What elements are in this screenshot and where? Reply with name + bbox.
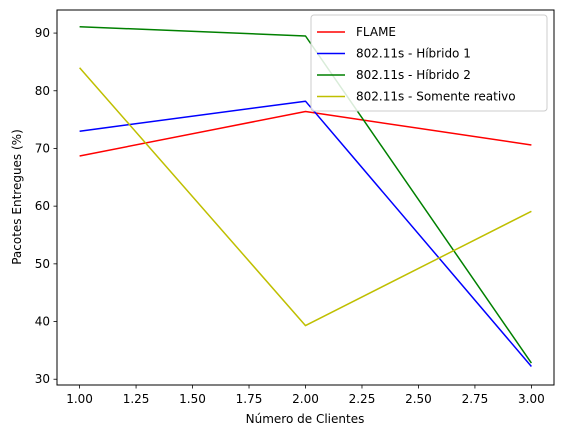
legend-label: 802.11s - Híbrido 1 xyxy=(356,47,471,61)
x-tick-label: 1.25 xyxy=(123,392,150,406)
series-line-1 xyxy=(79,110,532,157)
legend-label: 802.11s - Híbrido 2 xyxy=(356,68,471,82)
y-tick-label: 30 xyxy=(35,372,50,386)
series-line-2 xyxy=(79,100,532,367)
series-line-4 xyxy=(79,67,532,327)
x-tick-label: 1.00 xyxy=(66,392,93,406)
y-tick-label: 80 xyxy=(35,84,50,98)
x-tick-label: 1.50 xyxy=(179,392,206,406)
x-tick-label: 2.75 xyxy=(462,392,489,406)
legend: FLAME 802.11s - Híbrido 1 802.11s - Híbrid… xyxy=(310,14,548,112)
x-tick-label: 2.50 xyxy=(405,392,432,406)
x-tick-label: 2.00 xyxy=(292,392,319,406)
x-axis: 1.00 1.25 1.50 1.75 2.00 2.25 2.50 2.75 3.00 xyxy=(66,385,545,406)
series-layer xyxy=(79,25,533,367)
y-tick-label: 60 xyxy=(35,199,50,213)
y-tick-label: 70 xyxy=(35,141,50,155)
y-tick-label: 40 xyxy=(35,315,50,329)
x-tick-label: 3.00 xyxy=(518,392,545,406)
x-axis-label: Número de Clientes xyxy=(246,412,365,426)
legend-label: 802.11s - Somente reativo xyxy=(356,90,516,104)
y-tick-label: 50 xyxy=(35,257,50,271)
series-line-3 xyxy=(79,25,533,364)
legend-label: FLAME xyxy=(356,25,396,39)
y-axis-label: Pacotes Entregues (%) xyxy=(10,129,24,265)
x-tick-label: 2.25 xyxy=(349,392,376,406)
y-axis: 30 40 50 60 70 80 90 xyxy=(35,26,57,386)
legend-box xyxy=(310,14,548,112)
x-tick-label: 1.75 xyxy=(236,392,263,406)
y-tick-label: 90 xyxy=(35,26,50,40)
